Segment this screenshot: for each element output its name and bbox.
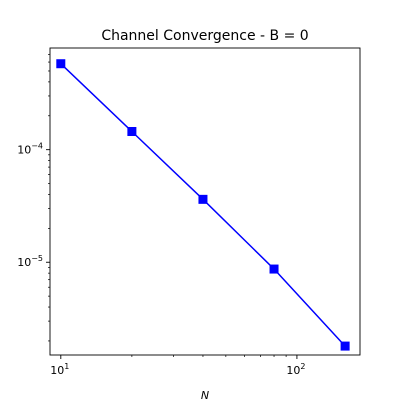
- plot-frame: [49, 47, 361, 356]
- chart-title: Channel Convergence - B = 0: [101, 28, 308, 44]
- data-point: [340, 341, 350, 351]
- data-point: [198, 194, 208, 204]
- major-ticks: 101 102 10−5 10−4: [17, 142, 305, 377]
- y-tick-label: 10−5: [17, 254, 43, 269]
- data-point: [269, 264, 279, 274]
- series-layer: [56, 59, 350, 351]
- x-axis-title: N: [201, 389, 209, 400]
- data-point: [127, 127, 137, 137]
- x-tick-label: 102: [286, 362, 305, 377]
- y-tick-label: 10−4: [17, 142, 43, 157]
- data-point: [56, 59, 66, 69]
- x-tick-label: 101: [50, 362, 69, 377]
